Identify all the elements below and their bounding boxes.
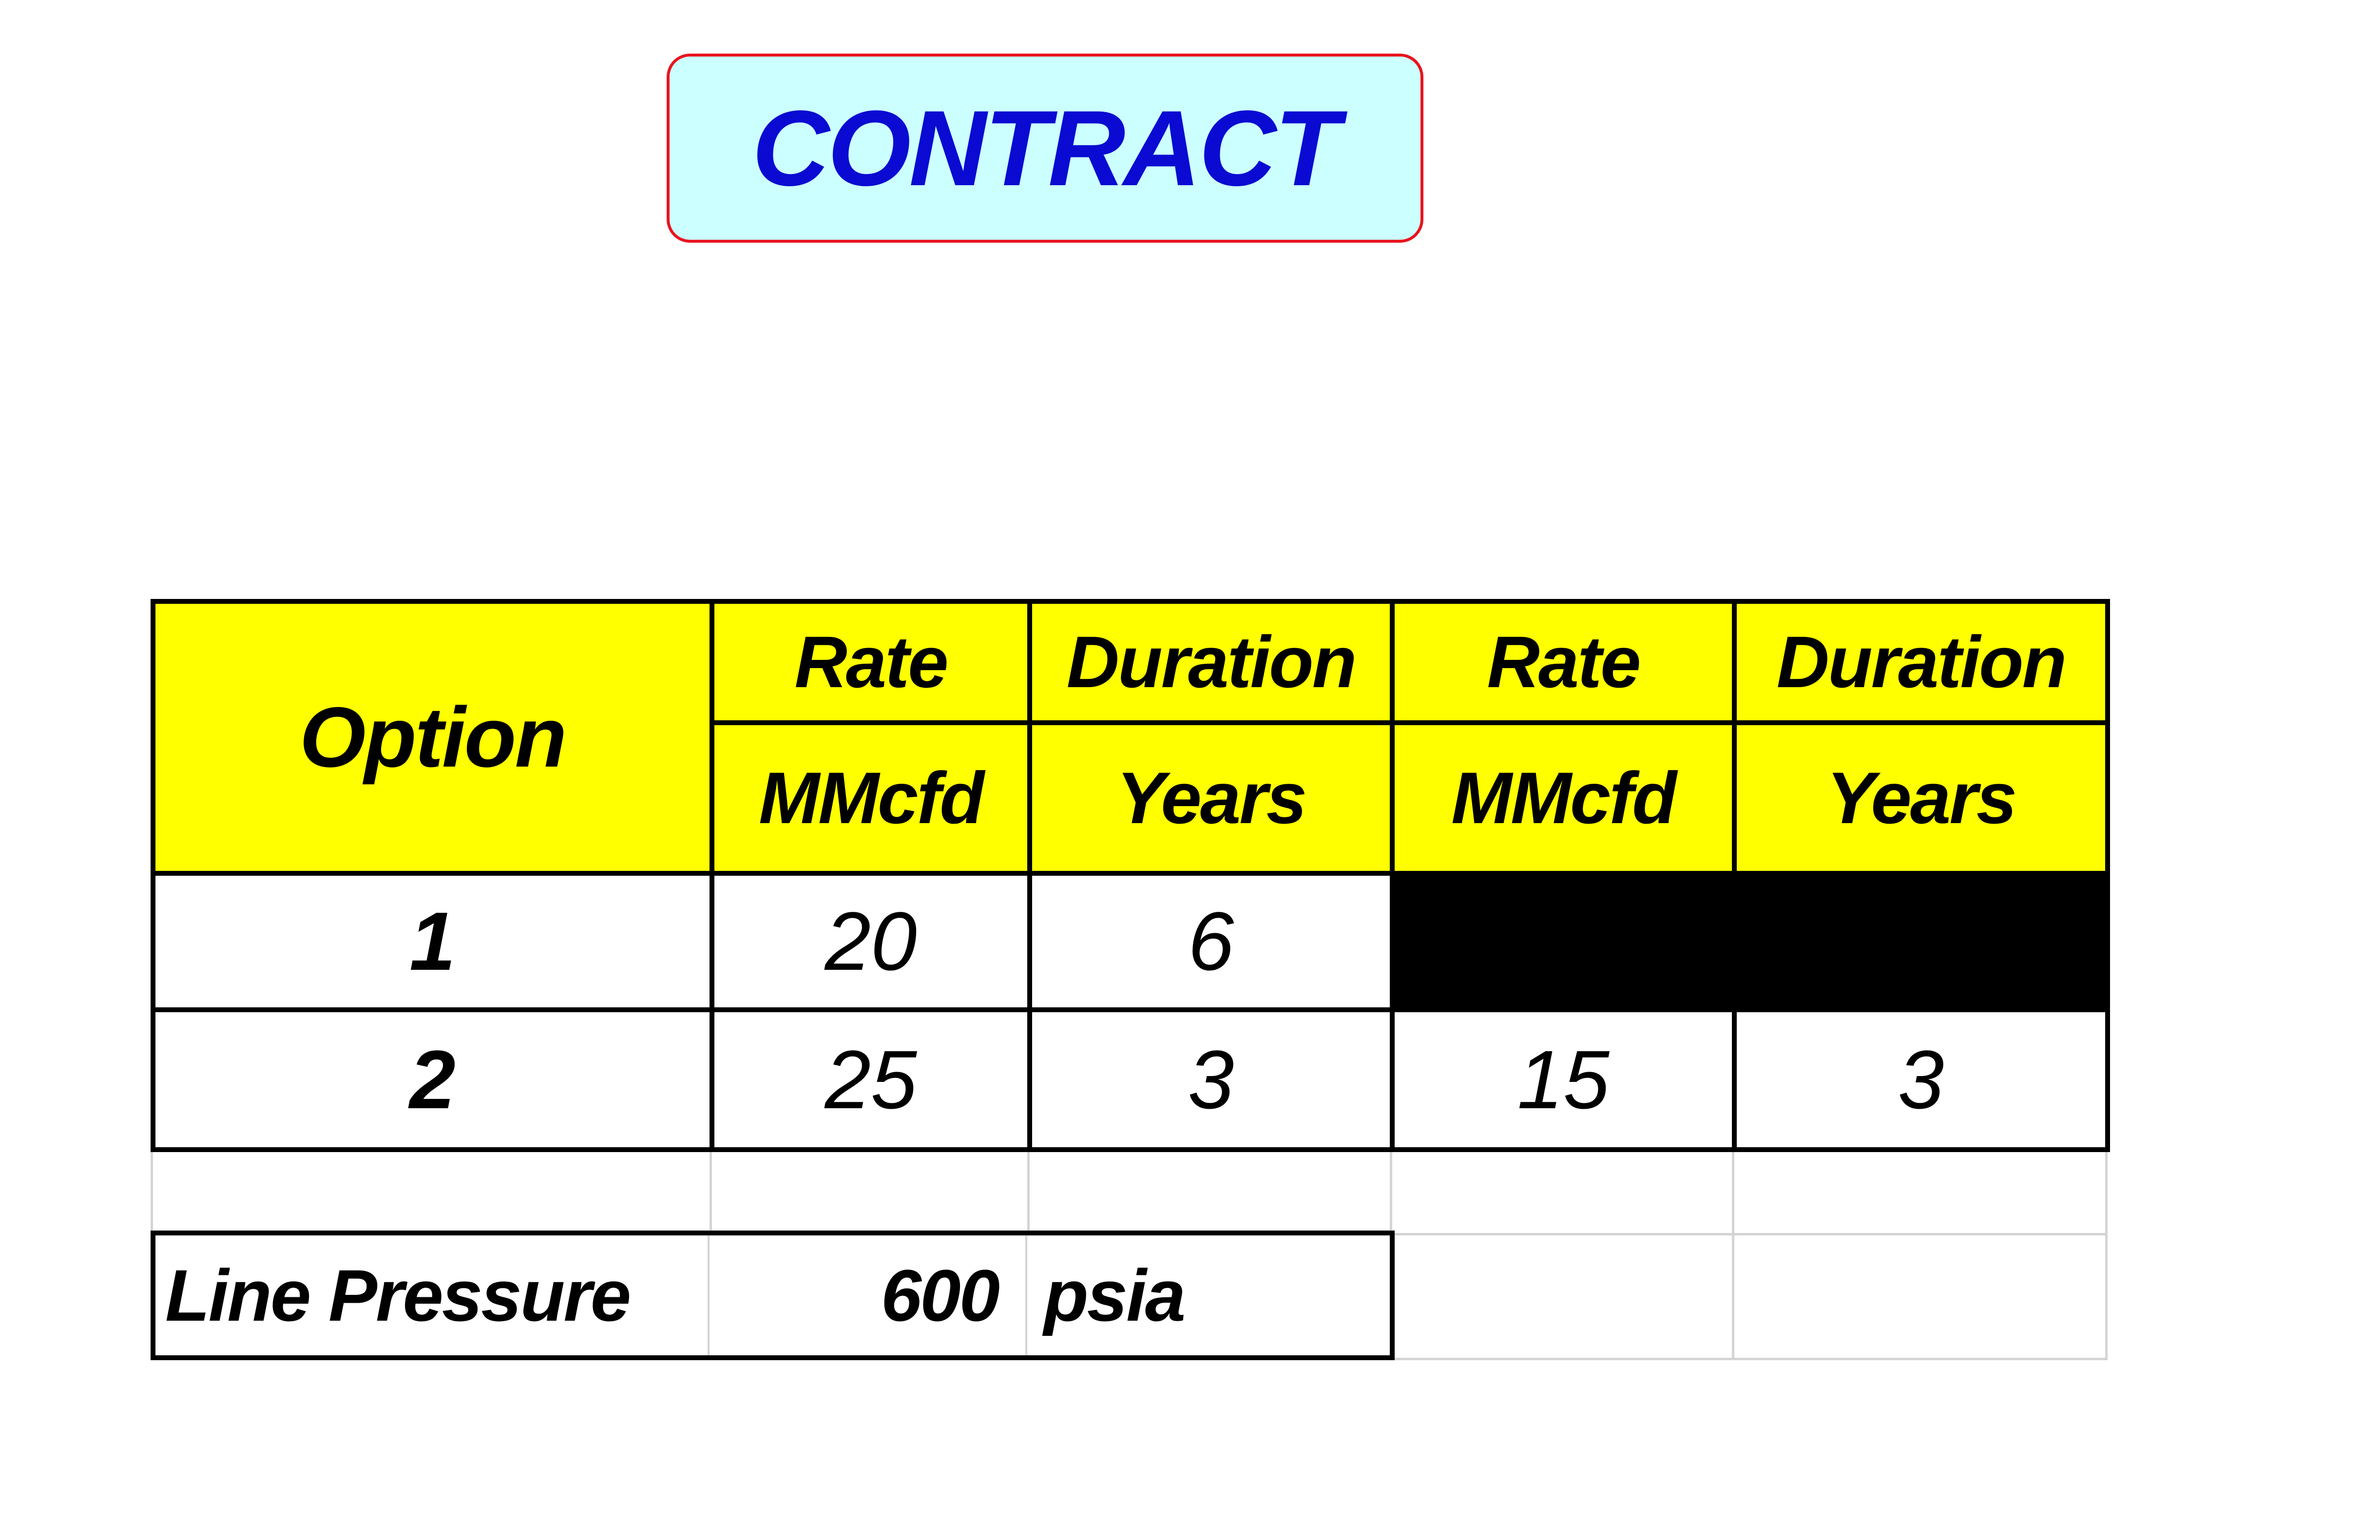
duration-unit-header: Years [1027, 720, 1395, 876]
duration-unit-header-2: Years [1732, 720, 2110, 876]
empty-cell[interactable] [1027, 1147, 1392, 1235]
duration-cell-2[interactable]: 3 [1732, 1007, 2110, 1152]
rate-cell-2[interactable]: 15 [1390, 1007, 1737, 1152]
duration-header: Duration [1027, 599, 1395, 725]
rate-cell[interactable]: 20 [710, 871, 1032, 1012]
rate-cell[interactable]: 25 [710, 1007, 1032, 1152]
contract-title-box: CONTRACT [667, 54, 1423, 243]
contract-title: CONTRACT [752, 88, 1340, 208]
empty-cell[interactable] [1390, 1147, 1734, 1235]
option-cell[interactable]: 2 [151, 1007, 714, 1152]
empty-cell[interactable] [151, 1147, 712, 1235]
line-pressure-unit: psia [1029, 1235, 1390, 1355]
line-pressure-label: Line Pressure [155, 1235, 710, 1355]
option-cell[interactable]: 1 [151, 871, 714, 1012]
empty-cell[interactable] [710, 1147, 1030, 1235]
empty-cell[interactable] [1390, 1233, 1734, 1360]
line-pressure-value[interactable]: 600 [711, 1235, 1027, 1355]
rate-unit-header-2: MMcfd [1390, 720, 1737, 876]
duration-cell[interactable]: 3 [1027, 1007, 1395, 1152]
duration-header-2: Duration [1732, 599, 2110, 725]
empty-cell[interactable] [1732, 1147, 2108, 1235]
rate-header: Rate [710, 599, 1032, 725]
blocked-cell[interactable] [1390, 871, 2110, 1012]
rate-header-2: Rate [1390, 599, 1737, 725]
empty-cell[interactable] [1732, 1233, 2108, 1360]
duration-cell[interactable]: 6 [1027, 871, 1395, 1012]
rate-unit-header: MMcfd [710, 720, 1032, 876]
option-header: Option [151, 599, 714, 876]
